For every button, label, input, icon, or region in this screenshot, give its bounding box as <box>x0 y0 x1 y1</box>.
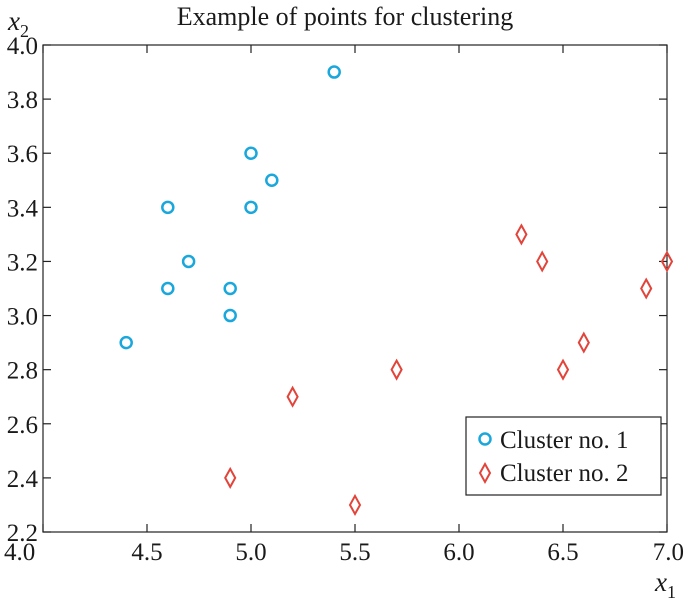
x-axis-label-base: x <box>654 567 667 597</box>
cluster-2-point <box>660 250 674 273</box>
cluster-2-point <box>286 385 299 408</box>
x-axis-label-sub: 1 <box>667 582 676 602</box>
y-axis-label-base: x <box>7 6 20 36</box>
cluster-1-point <box>161 281 175 296</box>
legend-marker-cluster-1 <box>478 432 492 446</box>
cluster-2-point <box>390 358 403 381</box>
x-tick-label: 7.0 <box>653 539 684 566</box>
y-tick-label: 3.8 <box>7 87 38 114</box>
y-tick-label: 3.0 <box>7 304 38 331</box>
x-tick-label: 6.5 <box>547 539 578 566</box>
cluster-1-point <box>265 173 279 188</box>
cluster-2-point <box>348 493 362 517</box>
x-axis-ticks: 4.0 4.5 5.0 5.5 6.0 6.5 7.0 <box>4 45 684 566</box>
legend-label-cluster-2: Cluster no. 2 <box>500 460 628 487</box>
y-tick-label: 2.4 <box>7 466 39 493</box>
legend-label-cluster-1: Cluster no. 1 <box>500 427 628 454</box>
y-tick-label: 2.8 <box>7 358 38 385</box>
x-tick-label: 4.0 <box>4 539 35 566</box>
legend: Cluster no. 1 Cluster no. 2 <box>465 416 662 496</box>
y-axis-label-sub: 2 <box>20 21 29 41</box>
cluster-1-point <box>223 281 237 296</box>
x-tick-label: 5.5 <box>339 539 370 566</box>
cluster-1-point <box>161 200 175 215</box>
cluster-2-point <box>556 358 570 381</box>
svg-text:x1: x1 <box>654 567 676 602</box>
x-axis-label: x1 <box>654 567 676 602</box>
data-points <box>119 65 674 517</box>
cluster-2-point <box>577 331 590 354</box>
x-tick-label: 6.0 <box>443 539 474 566</box>
cluster-1-point <box>244 146 258 160</box>
svg-text:x2: x2 <box>7 6 29 41</box>
cluster-2-point <box>515 223 528 246</box>
cluster-1-point <box>244 200 258 215</box>
x-tick-label: 4.5 <box>131 539 162 566</box>
cluster-1-point <box>327 65 341 79</box>
legend-marker-cluster-2 <box>478 461 492 485</box>
legend-box <box>465 416 662 496</box>
y-tick-label: 3.4 <box>7 195 39 222</box>
y-tick-label: 2.6 <box>7 412 38 439</box>
cluster-1-point <box>223 308 237 323</box>
x-tick-label: 5.0 <box>235 539 266 566</box>
chart-title: Example of points for clustering <box>177 2 513 31</box>
cluster-2-point <box>640 277 653 300</box>
cluster-2-point <box>224 466 237 489</box>
y-tick-label: 3.6 <box>7 141 38 168</box>
cluster-1-point <box>119 335 133 350</box>
y-tick-label: 3.2 <box>7 249 38 276</box>
y-axis-label: x2 <box>7 6 29 41</box>
y-tick-label: 2.2 <box>7 520 38 547</box>
y-axis-ticks: 2.2 2.4 2.6 2.8 3.0 3.2 3.4 3.6 3.8 4.0 <box>7 33 667 547</box>
y-tick-label: 4.0 <box>7 33 38 60</box>
cluster-2-point <box>536 250 549 273</box>
cluster-1-point <box>181 254 196 269</box>
